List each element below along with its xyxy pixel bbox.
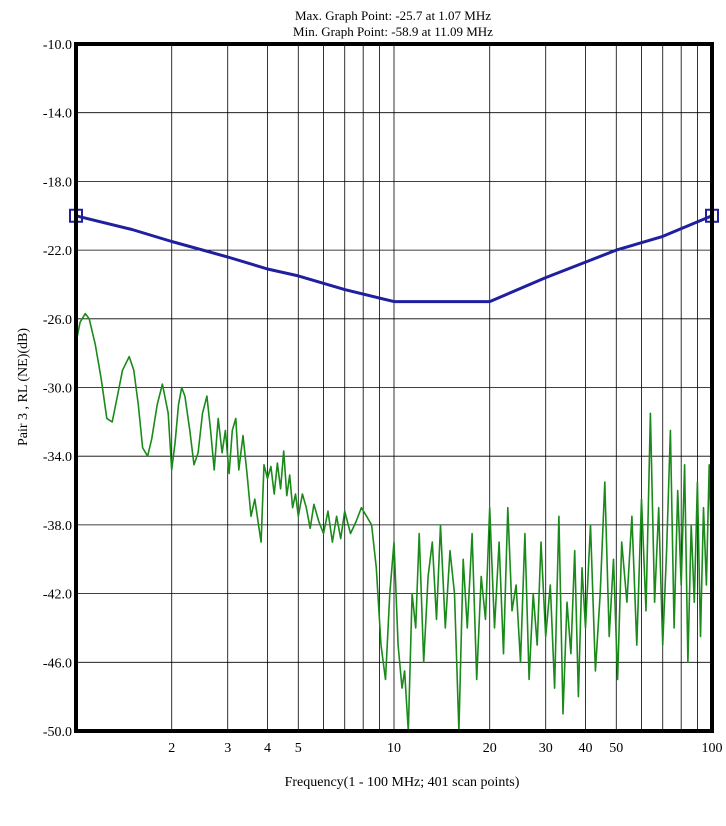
y-tick-label: -50.0: [43, 725, 72, 740]
x-tick-label: 50: [609, 741, 623, 756]
y-tick-label: -18.0: [43, 175, 72, 190]
x-tick-label: 40: [578, 741, 592, 756]
y-tick-label: -10.0: [43, 38, 72, 53]
x-tick-label: 20: [483, 741, 497, 756]
x-tick-label: 10: [387, 741, 401, 756]
x-axis-label: Frequency(1 - 100 MHz; 401 scan points): [285, 775, 520, 790]
y-tick-label: -38.0: [43, 519, 72, 534]
x-tick-label: 2: [168, 741, 175, 756]
y-tick-label: -30.0: [43, 382, 72, 397]
y-tick-label: -22.0: [43, 244, 72, 259]
max-graph-point-text: Max. Graph Point: -25.7 at 1.07 MHz: [295, 8, 491, 23]
y-tick-label: -14.0: [43, 107, 72, 122]
min-graph-point-text: Min. Graph Point: -58.9 at 11.09 MHz: [293, 24, 493, 39]
y-axis-label: Pair 3 , RL (NE)(dB): [16, 328, 31, 446]
y-tick-label: -46.0: [43, 656, 72, 671]
y-tick-label: -34.0: [43, 450, 72, 465]
y-tick-label: -26.0: [43, 313, 72, 328]
x-tick-label: 100: [702, 741, 723, 756]
x-tick-label: 4: [264, 741, 271, 756]
y-tick-label: -42.0: [43, 588, 72, 603]
plot-series: [69, 208, 719, 732]
plot-frame: [74, 42, 714, 733]
measured-line: [75, 312, 713, 732]
x-tick-labels: 2 3 4 5 10 20 30 40 50 100: [168, 741, 722, 756]
grid-lines: [76, 43, 712, 732]
x-tick-label: 5: [295, 741, 302, 756]
x-tick-label: 30: [539, 741, 553, 756]
y-tick-labels: -10.0 -14.0 -18.0 -22.0 -26.0 -30.0 -34.0 -38.0…: [43, 38, 72, 740]
limit-line: [75, 214, 713, 304]
x-tick-label: 3: [224, 741, 231, 756]
